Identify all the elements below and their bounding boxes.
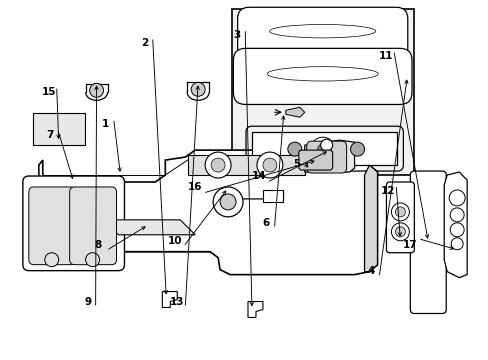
- Text: 7: 7: [46, 130, 53, 140]
- Text: 10: 10: [168, 236, 182, 246]
- FancyBboxPatch shape: [237, 7, 407, 60]
- FancyBboxPatch shape: [69, 187, 116, 265]
- Circle shape: [390, 203, 408, 221]
- Text: 15: 15: [41, 87, 56, 97]
- Bar: [33, 113, 84, 145]
- Text: 13: 13: [170, 297, 184, 307]
- Circle shape: [191, 82, 205, 96]
- Circle shape: [85, 253, 100, 267]
- Polygon shape: [102, 220, 195, 235]
- Circle shape: [390, 223, 408, 241]
- Text: 14: 14: [251, 171, 266, 181]
- FancyBboxPatch shape: [306, 141, 346, 173]
- Circle shape: [89, 84, 103, 97]
- Circle shape: [350, 142, 364, 156]
- Polygon shape: [285, 107, 304, 117]
- Text: 9: 9: [84, 297, 91, 307]
- Text: 11: 11: [378, 51, 392, 61]
- Polygon shape: [263, 190, 282, 202]
- Bar: [232, 9, 413, 175]
- FancyBboxPatch shape: [23, 176, 124, 271]
- FancyBboxPatch shape: [233, 48, 411, 104]
- Text: 16: 16: [187, 182, 202, 192]
- Text: 2: 2: [141, 38, 148, 48]
- Polygon shape: [188, 155, 304, 175]
- Text: 17: 17: [402, 239, 417, 249]
- Circle shape: [310, 137, 334, 161]
- Polygon shape: [251, 132, 397, 165]
- Polygon shape: [162, 292, 177, 307]
- Circle shape: [211, 158, 224, 172]
- Text: 3: 3: [233, 30, 240, 40]
- Circle shape: [287, 142, 301, 156]
- Polygon shape: [39, 150, 377, 275]
- Text: 12: 12: [380, 186, 395, 196]
- Polygon shape: [247, 302, 263, 318]
- Text: 8: 8: [95, 239, 102, 249]
- Circle shape: [317, 144, 327, 154]
- Circle shape: [45, 253, 59, 267]
- Text: 5: 5: [293, 159, 300, 169]
- Circle shape: [320, 139, 332, 151]
- Polygon shape: [364, 165, 377, 272]
- Text: 6: 6: [262, 218, 269, 228]
- FancyBboxPatch shape: [386, 182, 413, 253]
- Polygon shape: [304, 140, 354, 172]
- FancyBboxPatch shape: [409, 171, 446, 314]
- Circle shape: [395, 227, 405, 237]
- FancyBboxPatch shape: [29, 187, 76, 265]
- FancyBboxPatch shape: [298, 150, 332, 170]
- Circle shape: [205, 152, 230, 178]
- Circle shape: [220, 194, 236, 210]
- Polygon shape: [443, 172, 466, 278]
- Text: 1: 1: [102, 120, 109, 129]
- Circle shape: [213, 187, 243, 217]
- Circle shape: [256, 152, 282, 178]
- Circle shape: [395, 207, 405, 217]
- Circle shape: [263, 158, 276, 172]
- Text: 4: 4: [366, 266, 374, 276]
